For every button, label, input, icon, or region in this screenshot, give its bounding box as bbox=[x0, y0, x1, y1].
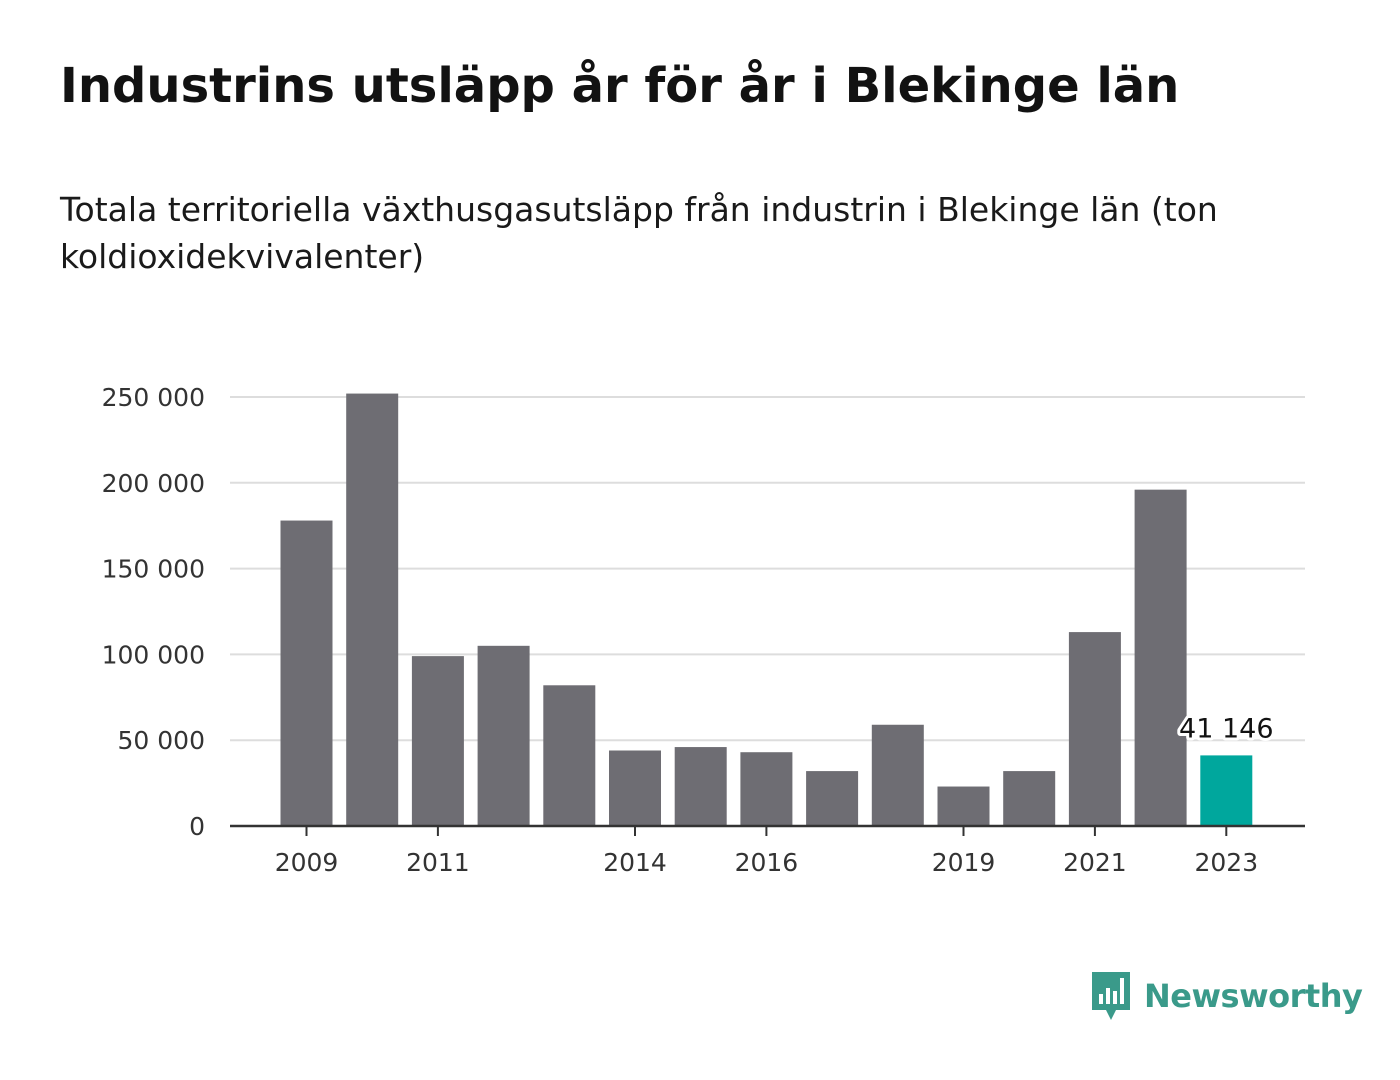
bar bbox=[740, 752, 793, 826]
data-label: 41 146 bbox=[1179, 713, 1273, 744]
bar-chart-speech-bubble-icon bbox=[1092, 972, 1130, 1020]
chart-title: Industrins utsläpp år för år i Blekinge … bbox=[60, 58, 1180, 114]
bar bbox=[871, 724, 924, 826]
bars bbox=[280, 393, 1253, 826]
gridlines bbox=[230, 396, 1305, 742]
bar bbox=[937, 786, 990, 826]
bar bbox=[346, 393, 399, 826]
bar bbox=[1003, 771, 1056, 826]
bar bbox=[806, 771, 859, 826]
bar bbox=[1068, 632, 1121, 826]
y-tick-label: 50 000 bbox=[118, 726, 205, 755]
brand-name: Newsworthy bbox=[1144, 977, 1363, 1015]
axes: 0 50 000 100 000 150 000 200 000 250 000 2009 2… bbox=[102, 383, 1305, 877]
y-tick-label: 150 000 bbox=[102, 555, 205, 584]
y-tick-label: 0 bbox=[189, 812, 205, 841]
x-tick-label: 2023 bbox=[1194, 848, 1258, 877]
bar bbox=[477, 645, 530, 826]
chart-subtitle: Totala territoriella växthusgasutsläpp f… bbox=[60, 190, 1218, 276]
bar bbox=[1200, 755, 1253, 826]
bar bbox=[411, 656, 464, 826]
y-tick-label: 250 000 bbox=[102, 383, 205, 412]
x-tick-label: 2021 bbox=[1063, 848, 1127, 877]
y-tick-label: 200 000 bbox=[102, 469, 205, 498]
bar bbox=[280, 520, 333, 826]
brand-logo: Newsworthy bbox=[1090, 968, 1363, 1024]
x-tick-label: 2009 bbox=[275, 848, 339, 877]
x-tick-label: 2016 bbox=[735, 848, 799, 877]
x-tick-label: 2014 bbox=[603, 848, 667, 877]
bar bbox=[1134, 489, 1187, 826]
bar bbox=[609, 750, 661, 826]
data-labels: 41 146 bbox=[1176, 710, 1276, 747]
x-tick-label: 2011 bbox=[406, 848, 470, 877]
bar bbox=[543, 685, 596, 826]
y-tick-label: 100 000 bbox=[102, 640, 205, 669]
bar bbox=[674, 747, 727, 826]
x-tick-label: 2019 bbox=[932, 848, 996, 877]
